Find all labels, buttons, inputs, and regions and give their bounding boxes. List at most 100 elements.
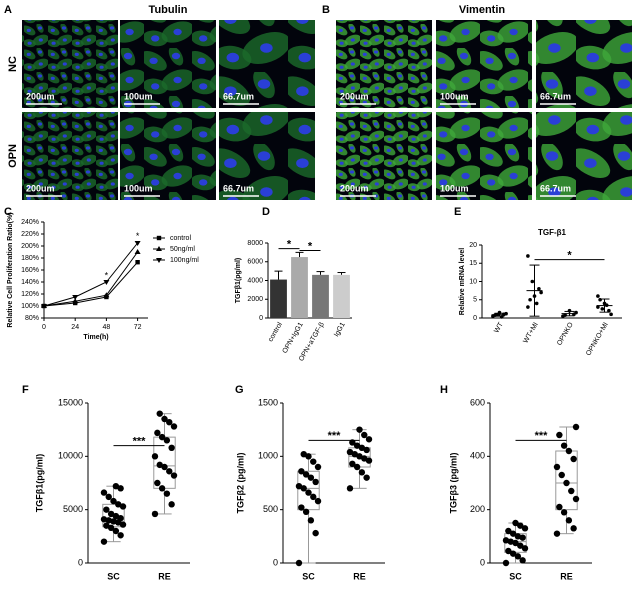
point [609,312,613,317]
panel-label: D [262,206,270,218]
point [572,495,580,503]
y-tick-label: 5 [473,297,477,304]
x-tick-label: RE [560,571,573,581]
series-line [43,261,138,307]
panel-title: Tubulin [149,4,188,16]
y-tick-label: 0 [259,315,263,322]
marker [135,260,140,265]
point [295,559,303,567]
point [499,315,504,319]
point [519,557,526,564]
marker [72,295,79,300]
y-tick-label: 6000 [247,259,263,266]
point [105,493,112,501]
x-tick-label: WT [493,321,505,335]
micrograph [436,20,532,108]
x-tick-label: RE [353,571,366,581]
point [151,510,159,518]
point [556,503,563,511]
scale-label: 100um [124,91,153,101]
point [572,423,580,431]
scale-label: 200um [340,183,369,193]
point [151,453,159,460]
series-line [43,251,139,307]
sig-label: * [567,250,572,262]
point [521,545,529,552]
point [596,305,600,309]
point [154,479,161,487]
point [312,478,319,486]
point [502,537,510,544]
marker [156,235,162,241]
point [558,471,565,479]
point [505,547,512,555]
y-tick-label: 220% [21,231,39,238]
point [110,497,117,505]
scale-label: 200um [340,91,369,101]
micrograph [336,112,432,200]
point [509,550,517,557]
point [314,463,322,471]
point [553,530,561,537]
y-tick-label: 400 [470,451,485,461]
y-tick-label: 8000 [247,240,263,247]
y-tick-label: 500 [263,504,278,514]
point [103,522,110,529]
marker [41,304,47,309]
point [170,472,178,479]
x-tick-label: 72 [134,324,142,331]
y-axis-label: TGFβ1(pg/ml) [235,258,242,304]
micrograph [219,112,315,200]
point [105,517,112,524]
x-tick-label: 24 [71,324,79,331]
panel-label: B [322,4,330,16]
point [310,458,317,465]
y-tick-label: 5000 [63,504,83,514]
sig-label: *** [133,436,147,448]
point [509,530,517,537]
point [170,423,178,430]
panel-label: C [4,206,12,218]
point [100,538,108,545]
scale-label: 200um [26,183,55,193]
point [565,517,573,524]
point [305,489,312,496]
point [596,294,600,298]
y-axis-label: TGFβ2 (pg/ml) [235,453,245,514]
point [295,483,303,490]
y-tick-label: 100% [21,303,39,310]
point [514,553,522,560]
point [307,517,315,524]
legend-label: 100ng/ml [170,257,199,264]
y-tick-label: 140% [21,279,39,286]
point [156,461,163,469]
point [346,448,354,456]
point [100,489,108,496]
point [302,508,310,515]
point [563,479,570,487]
x-tick-label: OPNKO+MI [585,321,610,357]
point [346,485,354,492]
point [598,297,602,302]
point [517,522,524,529]
point [514,533,522,540]
scale-label: 66.7um [540,183,571,193]
annotation: * [136,231,140,241]
bar [270,279,287,318]
point [556,431,563,439]
point [560,442,568,449]
point [363,474,370,481]
point [534,301,539,306]
scale-label: 100um [440,91,469,101]
point [361,455,368,462]
y-tick-label: 0 [480,557,485,567]
point [302,471,310,478]
point [117,532,124,539]
point [353,442,361,449]
x-tick-label: OPNKO [556,321,575,347]
y-tick-label: 4000 [247,277,263,284]
point [505,527,512,535]
x-axis-label: Time(h) [83,334,108,341]
point [112,512,120,520]
legend-label: 50ng/ml [170,246,195,253]
